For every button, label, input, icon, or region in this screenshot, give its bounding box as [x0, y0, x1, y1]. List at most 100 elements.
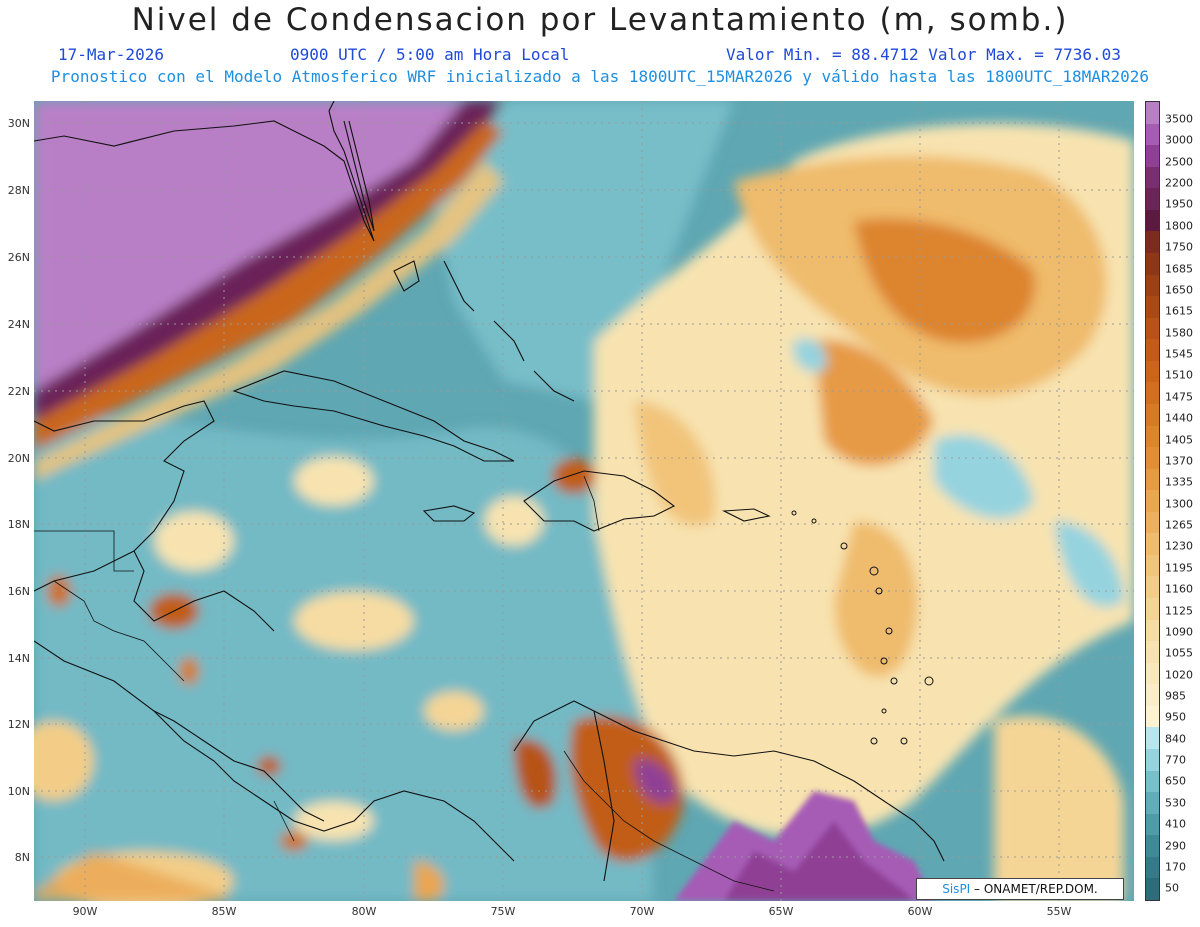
colorbar-label: 1580 [1165, 326, 1193, 340]
colorbar-segment [1146, 317, 1159, 340]
colorbar-segment [1146, 102, 1159, 125]
borders [34, 475, 775, 892]
colorbar-segment [1146, 727, 1159, 750]
lon-label-75w: 75W [490, 905, 516, 918]
highland-field [674, 791, 934, 901]
credit-org: – ONAMET/REP.DOM. [970, 882, 1098, 896]
colorbar-segment [1146, 166, 1159, 189]
min-max-values: Valor Min. = 88.4712 Valor Max. = 7736.0… [726, 45, 1121, 64]
lon-label-85w: 85W [211, 905, 237, 918]
credit-brand: SisPI [942, 882, 971, 896]
colorbar-label: 3500 [1165, 112, 1193, 126]
colorbar-segment [1146, 209, 1159, 232]
colorbar-label: 1440 [1165, 411, 1193, 425]
map-canvas [34, 101, 1134, 901]
colorbar-segment [1146, 576, 1159, 599]
colorbar-label: 1020 [1165, 668, 1193, 682]
colorbar-label: 410 [1165, 817, 1186, 831]
lat-label-22n: 22N [7, 385, 30, 398]
valid-date: 17-Mar-2026 [58, 45, 164, 64]
credit-box: SisPI – ONAMET/REP.DOM. [916, 878, 1124, 900]
colorbar-segment [1146, 619, 1159, 642]
colorbar-segment [1146, 123, 1159, 146]
lat-label-20n: 20N [7, 452, 30, 465]
colorbar-label: 1685 [1165, 262, 1193, 276]
colorbar-label: 770 [1165, 753, 1186, 767]
colorbar-label: 1545 [1165, 347, 1193, 361]
colorbar-label: 1650 [1165, 283, 1193, 297]
colorbar-label: 50 [1165, 881, 1179, 895]
colorbar-label: 1370 [1165, 454, 1193, 468]
colorbar-segment [1146, 835, 1159, 858]
lon-label-80w: 80W [351, 905, 377, 918]
colorbar-segment [1146, 231, 1159, 254]
lon-label-90w: 90W [72, 905, 98, 918]
colorbar-label: 170 [1165, 860, 1186, 874]
colorbar-label: 1335 [1165, 475, 1193, 489]
colorbar-label: 1615 [1165, 304, 1193, 318]
colorbar-segment [1146, 598, 1159, 621]
colorbar-segment [1146, 856, 1159, 879]
colorbar-label: 1750 [1165, 240, 1193, 254]
lat-label-18n: 18N [7, 518, 30, 531]
lon-label-70w: 70W [629, 905, 655, 918]
colorbar-segment [1146, 468, 1159, 491]
map-title: Nivel de Condensacion por Levantamiento … [131, 2, 1069, 38]
colorbar-label: 290 [1165, 839, 1186, 853]
colorbar-label: 2500 [1165, 155, 1193, 169]
colorbar-label: 1800 [1165, 219, 1193, 233]
lat-label-14n: 14N [7, 652, 30, 665]
colorbar-segment [1146, 447, 1159, 470]
colorbar-label: 2200 [1165, 176, 1193, 190]
lat-label-30n: 30N [7, 117, 30, 130]
colorbar-label: 950 [1165, 710, 1186, 724]
colorbar-segment [1146, 490, 1159, 513]
colorbar-segment [1146, 749, 1159, 772]
graticule [34, 101, 1134, 901]
colorbar-segment [1146, 145, 1159, 168]
colorbar-segment [1146, 382, 1159, 405]
colorbar-segment [1146, 770, 1159, 793]
colorbar-label: 1160 [1165, 582, 1193, 596]
colorbar-label: 1090 [1165, 625, 1193, 639]
lon-label-55w: 55W [1046, 905, 1072, 918]
colorbar-segment [1146, 339, 1159, 362]
lat-label-16n: 16N [7, 585, 30, 598]
lat-label-8n: 8N [14, 851, 30, 864]
colorbar-segment [1146, 878, 1159, 901]
lesser-antilles [791, 510, 934, 745]
colorbar-label: 985 [1165, 689, 1186, 703]
colorbar-label: 1950 [1165, 197, 1193, 211]
colorbar-segment [1146, 296, 1159, 319]
lat-label-24n: 24N [7, 318, 30, 331]
lat-label-12n: 12N [7, 718, 30, 731]
colorbar-label: 1510 [1165, 368, 1193, 382]
colorbar-segment [1146, 554, 1159, 577]
map-svg [34, 101, 1134, 901]
colorbar-label: 1230 [1165, 539, 1193, 553]
colorbar-segment [1146, 188, 1159, 211]
colorbar-segment [1146, 813, 1159, 836]
forecast-note: Pronostico con el Modelo Atmosferico WRF… [50, 67, 1150, 86]
colorbar-label: 1125 [1165, 604, 1193, 617]
colorbar-label: 840 [1165, 732, 1186, 746]
colorbar-segment [1146, 274, 1159, 297]
colorbar-label: 1300 [1165, 497, 1193, 511]
colorbar-segment [1146, 252, 1159, 276]
lat-label-26n: 26N [7, 251, 30, 264]
colorbar-segment [1146, 425, 1159, 448]
colorbar-segment [1146, 792, 1159, 815]
lat-label-10n: 10N [7, 785, 30, 798]
lat-label-28n: 28N [7, 184, 30, 197]
colorbar-label: 1195 [1165, 561, 1193, 575]
colorbar-label: 650 [1165, 774, 1186, 788]
colorbar-label: 1055 [1165, 646, 1193, 660]
colorbar-segment [1146, 511, 1159, 534]
colorbar-segment [1146, 662, 1159, 685]
colorbar [1145, 101, 1160, 901]
colorbar-segment [1146, 641, 1159, 664]
colorbar-segment [1146, 684, 1159, 707]
colorbar-segment [1146, 403, 1159, 426]
colorbar-label: 530 [1165, 796, 1186, 810]
colorbar-label: 1475 [1165, 390, 1193, 404]
